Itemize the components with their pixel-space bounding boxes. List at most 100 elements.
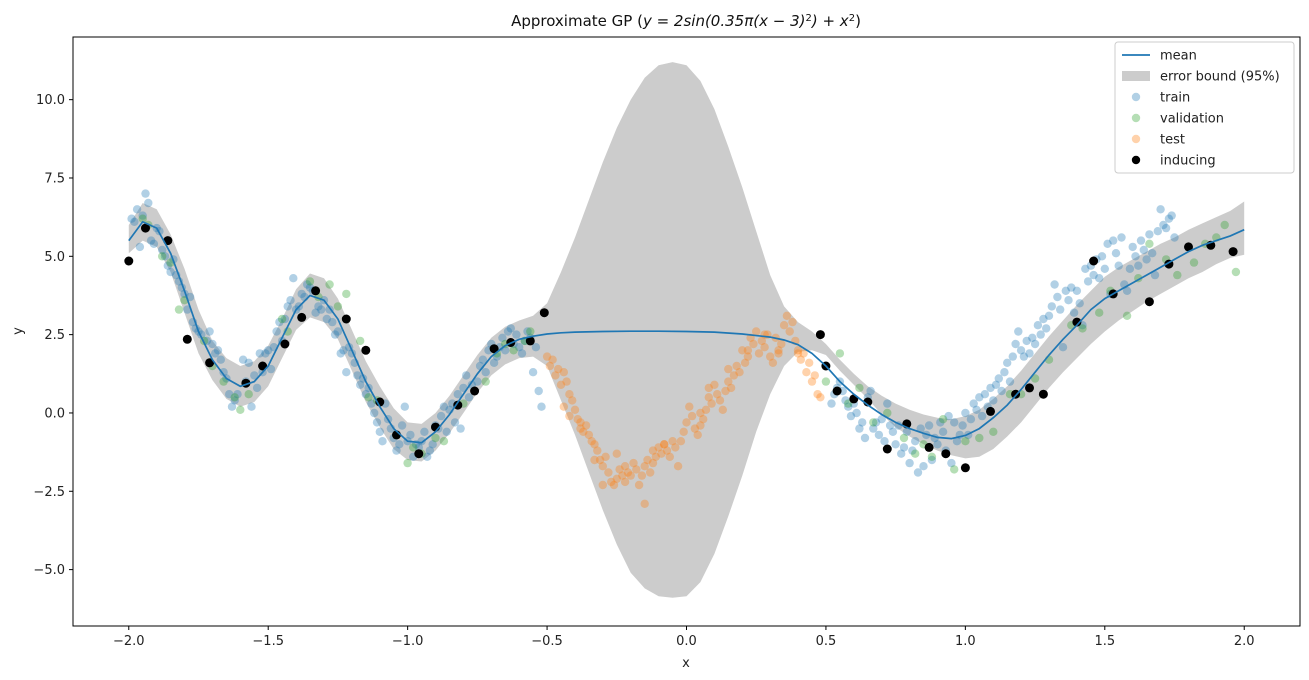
train-point xyxy=(1000,368,1009,377)
train-point xyxy=(1072,286,1082,295)
validation-point xyxy=(1231,267,1241,277)
test-point xyxy=(749,339,758,349)
train-point xyxy=(238,355,248,364)
validation-point xyxy=(911,449,920,458)
train-point xyxy=(1156,205,1165,214)
inducing-point xyxy=(941,449,951,459)
test-point xyxy=(604,468,613,477)
train-point xyxy=(1047,302,1057,311)
legend-marker-swatch xyxy=(1131,113,1141,123)
train-point xyxy=(531,343,541,352)
train-point xyxy=(1114,261,1123,270)
train-point xyxy=(523,327,532,336)
test-point xyxy=(707,399,716,408)
test-point xyxy=(785,327,794,336)
legend-item-validation: validation xyxy=(1131,112,1224,127)
test-point xyxy=(766,352,775,361)
train-point xyxy=(361,390,370,399)
chart-title-text: Approximate GP (y = 2sin(0.35π(x − 3)2) … xyxy=(511,12,861,30)
train-point xyxy=(478,355,488,364)
validation-point xyxy=(174,305,184,314)
train-point xyxy=(1182,0,1190,4)
train-point xyxy=(1097,252,1107,261)
train-point xyxy=(1207,0,1215,4)
train-point xyxy=(911,437,920,446)
train-point xyxy=(1056,305,1065,314)
test-point xyxy=(634,480,644,490)
inducing-point xyxy=(525,336,535,346)
test-point xyxy=(612,449,621,458)
test-point xyxy=(648,446,658,455)
validation-point xyxy=(1122,311,1132,320)
test-point xyxy=(715,396,725,405)
test-point xyxy=(637,471,647,480)
train-point xyxy=(883,399,892,408)
train-point xyxy=(515,343,524,352)
train-point xyxy=(1193,0,1201,4)
test-point xyxy=(626,471,635,480)
y-tick-label: 5.0 xyxy=(44,250,65,265)
test-point xyxy=(646,468,655,477)
train-point xyxy=(473,377,482,386)
test-point xyxy=(623,468,633,477)
test-point xyxy=(565,411,574,421)
train-point xyxy=(1198,0,1206,4)
test-point xyxy=(813,390,822,399)
x-tick-label: −2.0 xyxy=(113,634,145,649)
x-tick-label: −1.5 xyxy=(252,634,284,649)
test-point xyxy=(595,455,605,465)
train-point xyxy=(233,390,242,399)
train-point xyxy=(969,399,978,408)
inducing-point xyxy=(414,449,424,459)
train-point xyxy=(211,349,220,358)
train-point xyxy=(317,305,326,314)
train-point xyxy=(356,380,365,389)
train-point xyxy=(247,402,256,411)
test-point xyxy=(782,311,792,320)
train-point xyxy=(272,327,281,336)
test-point xyxy=(568,396,577,405)
train-point xyxy=(1226,0,1234,4)
test-point xyxy=(587,437,596,446)
inducing-point xyxy=(1038,389,1048,399)
train-point xyxy=(425,446,435,455)
inducing-point xyxy=(1089,256,1099,266)
train-point xyxy=(952,437,962,446)
train-point xyxy=(1111,249,1121,258)
train-point xyxy=(852,408,861,418)
train-point xyxy=(1145,230,1154,239)
train-point xyxy=(1125,264,1135,273)
train-point xyxy=(439,402,449,411)
y-tick-label: 0.0 xyxy=(44,406,65,421)
train-point xyxy=(1131,252,1140,261)
inducing-point xyxy=(205,358,215,368)
train-point xyxy=(1215,0,1223,4)
validation-point xyxy=(927,452,937,461)
x-axis-label: x xyxy=(682,656,690,671)
train-point xyxy=(1030,339,1040,349)
train-point xyxy=(266,364,276,374)
plot-area xyxy=(124,0,1245,598)
train-point xyxy=(375,427,384,436)
train-point xyxy=(130,217,139,226)
test-point xyxy=(793,349,803,358)
train-point xyxy=(1221,0,1229,4)
train-point xyxy=(166,267,175,277)
train-point xyxy=(950,418,959,427)
train-point xyxy=(980,390,990,399)
train-point xyxy=(512,330,521,339)
train-point xyxy=(517,349,527,358)
train-point xyxy=(372,418,382,427)
train-point xyxy=(994,374,1003,383)
train-point xyxy=(436,411,446,421)
train-point xyxy=(880,437,889,446)
train-point xyxy=(1019,352,1029,361)
train-point xyxy=(897,449,906,458)
test-point xyxy=(721,386,730,396)
validation-point xyxy=(439,437,449,446)
test-point xyxy=(671,443,680,452)
train-point xyxy=(1044,311,1054,320)
x-tick-label: −0.5 xyxy=(531,634,563,649)
legend-label: test xyxy=(1160,133,1185,148)
train-point xyxy=(442,427,451,436)
